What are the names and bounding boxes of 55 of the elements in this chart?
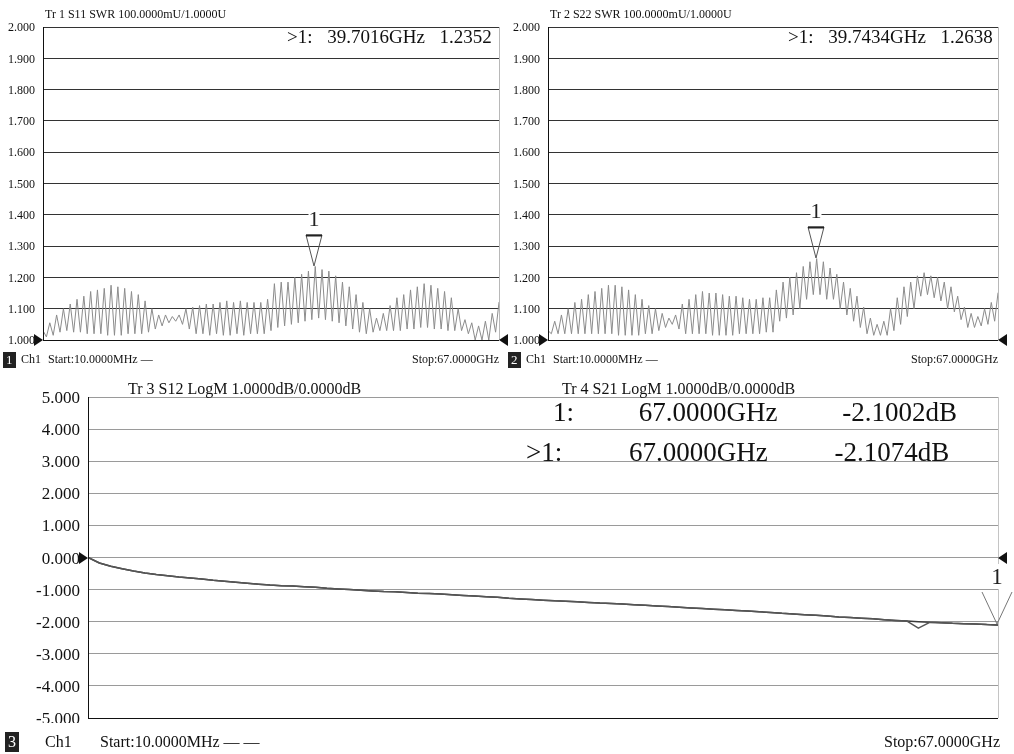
- y-tick-label: 1.700: [8, 114, 35, 129]
- text: Start:10.0000MHz —: [48, 352, 153, 367]
- text: Start:10.0000MHz —: [553, 352, 658, 367]
- text: 2: [508, 352, 521, 369]
- y-tick-label: 1.100: [8, 301, 35, 316]
- chart-title: Tr 3 S12 LogM 1.0000dB/0.0000dB: [128, 380, 362, 398]
- text: Ch1: [21, 352, 42, 367]
- y-tick-label: 1.400: [513, 208, 540, 223]
- y-tick-label: 0.000: [41, 548, 80, 568]
- y-tick-label: 1.200: [8, 270, 35, 285]
- y-tick-label: 1.000: [513, 333, 540, 348]
- text: 1: [3, 352, 16, 369]
- y-tick-label: 1.200: [513, 270, 540, 285]
- y-tick-label: 1.600: [8, 145, 35, 160]
- annotation: >1: 39.7434GHz 1.2638: [788, 26, 993, 48]
- y-tick-label: 1.800: [513, 82, 540, 97]
- y-tick-label: 2.000: [8, 20, 35, 35]
- y-tick-label: 4.000: [41, 420, 80, 440]
- y-tick-label: 1.100: [513, 301, 540, 316]
- y-tick-label: 1.300: [8, 239, 35, 254]
- y-tick-label: 2.000: [41, 484, 80, 504]
- text: 3: [5, 732, 19, 752]
- y-tick-label: 1.600: [513, 145, 540, 160]
- text: Stop:67.0000GHz: [884, 733, 1000, 751]
- y-tick-label: 1.800: [8, 82, 35, 97]
- annotation: 1: [810, 198, 822, 224]
- y-tick-label: 1.500: [513, 176, 540, 191]
- y-tick-label: 1.900: [8, 51, 35, 66]
- text: Ch1: [45, 733, 72, 751]
- text: Ch1: [526, 352, 547, 367]
- y-tick-label: -1.000: [36, 580, 80, 600]
- y-tick-label: 2.000: [513, 20, 540, 35]
- annotation: 1: [991, 564, 1003, 590]
- chart-title: Tr 1 S11 SWR 100.0000mU/1.0000U: [45, 7, 227, 22]
- y-tick-label: 1.000: [41, 516, 80, 536]
- text: Stop:67.0000GHz: [911, 352, 998, 367]
- y-tick-label: 1.400: [8, 208, 35, 223]
- y-tick-label: -3.000: [36, 644, 80, 664]
- chart-title: Tr 2 S22 SWR 100.0000mU/1.0000U: [550, 7, 732, 22]
- chart-subtitle: Tr 4 S21 LogM 1.0000dB/0.0000dB: [562, 380, 796, 398]
- annotation: 1: 67.0000GHz -2.1002dB: [553, 397, 957, 428]
- annotation: >1: 67.0000GHz -2.1074dB: [526, 437, 950, 468]
- y-tick-label: 1.900: [513, 51, 540, 66]
- annotation: >1: 39.7016GHz 1.2352: [287, 26, 492, 48]
- y-tick-label: 5.000: [41, 388, 80, 408]
- y-tick-label: 3.000: [41, 452, 80, 472]
- y-tick-label: -4.000: [36, 676, 80, 696]
- y-tick-label: 1.300: [513, 239, 540, 254]
- annotation: 1: [308, 206, 320, 232]
- y-tick-label: 1.500: [8, 176, 35, 191]
- y-tick-label: 1.000: [8, 333, 35, 348]
- text: Start:10.0000MHz — —: [100, 733, 260, 751]
- y-tick-label: -2.000: [36, 612, 80, 632]
- y-tick-label: 1.700: [513, 114, 540, 129]
- text: Stop:67.0000GHz: [412, 352, 499, 367]
